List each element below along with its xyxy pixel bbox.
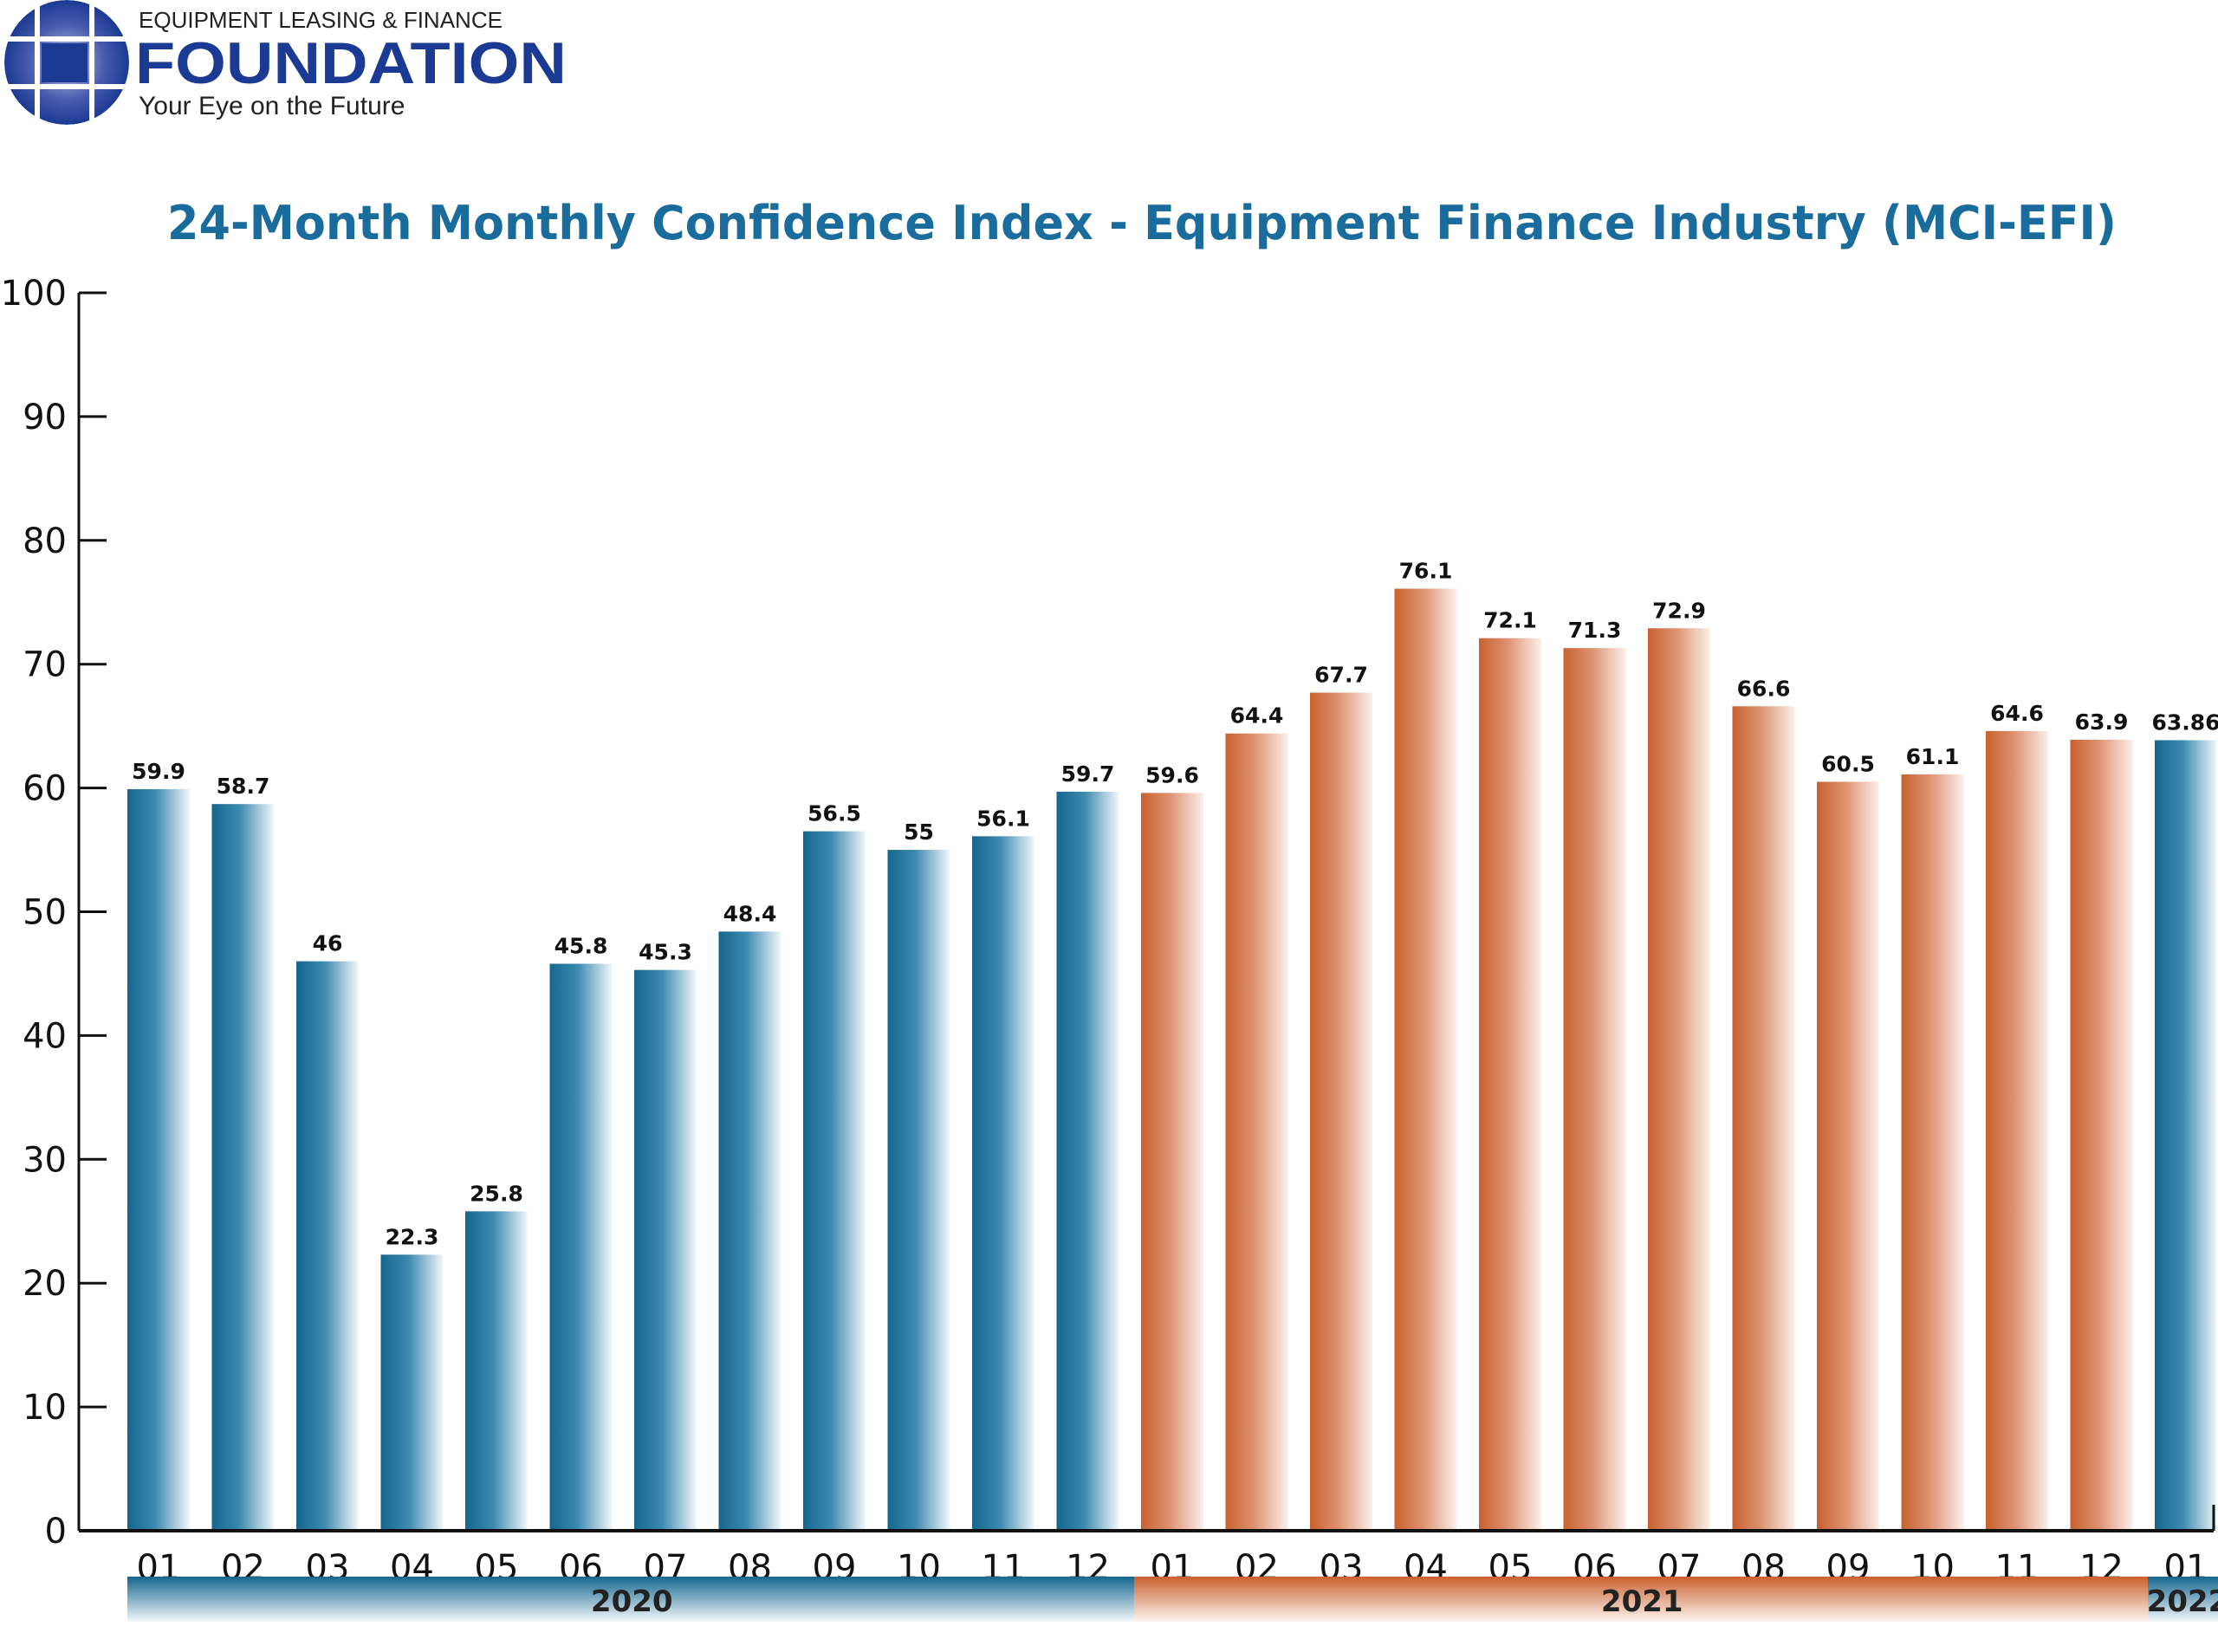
data-label: 67.7 bbox=[1314, 663, 1368, 688]
data-label: 55 bbox=[904, 820, 934, 845]
bar bbox=[1817, 781, 1879, 1531]
bar bbox=[1901, 774, 1964, 1531]
bar bbox=[1394, 588, 1457, 1531]
y-tick-label: 30 bbox=[23, 1140, 67, 1180]
bar bbox=[718, 931, 781, 1531]
bar bbox=[549, 963, 613, 1531]
data-label: 45.3 bbox=[639, 940, 692, 965]
bar bbox=[1056, 791, 1119, 1531]
data-label: 64.6 bbox=[1990, 701, 2044, 726]
y-tick-label: 60 bbox=[23, 769, 67, 809]
bar bbox=[296, 961, 359, 1531]
data-label: 56.1 bbox=[976, 806, 1030, 831]
year-label: 2021 bbox=[1601, 1584, 1683, 1619]
data-label: 64.4 bbox=[1230, 703, 1284, 729]
bar bbox=[1479, 638, 1541, 1532]
bar bbox=[803, 831, 866, 1531]
year-band bbox=[127, 1577, 1137, 1622]
data-label: 72.9 bbox=[1652, 598, 1706, 623]
logo-globe-icon bbox=[4, 0, 129, 125]
y-tick-label: 100 bbox=[1, 274, 67, 314]
year-band bbox=[2148, 1577, 2218, 1622]
data-label: 60.5 bbox=[1821, 751, 1875, 776]
year-label: 2020 bbox=[591, 1584, 673, 1619]
bar bbox=[887, 850, 950, 1531]
bar bbox=[2155, 740, 2217, 1531]
foundation-logo: EQUIPMENT LEASING & FINANCE FOUNDATION Y… bbox=[4, 0, 567, 125]
logo-line2: FOUNDATION bbox=[135, 30, 567, 96]
y-tick-label: 80 bbox=[23, 522, 67, 561]
data-label: 72.1 bbox=[1483, 608, 1537, 633]
bar bbox=[1310, 692, 1372, 1531]
bar bbox=[127, 789, 190, 1531]
year-label: 2022 bbox=[2147, 1584, 2218, 1619]
data-label: 25.8 bbox=[470, 1181, 523, 1206]
y-tick-label: 50 bbox=[23, 893, 67, 933]
data-label: 76.1 bbox=[1399, 559, 1453, 584]
bar bbox=[972, 836, 1034, 1531]
y-axis: 0 10 20 30 40 50 60 70 80 90 100 bbox=[1, 274, 107, 1552]
y-tick-label: 40 bbox=[23, 1016, 67, 1056]
bar bbox=[380, 1254, 444, 1531]
data-label: 61.1 bbox=[1906, 744, 1960, 769]
y-tick-label: 10 bbox=[23, 1388, 67, 1428]
data-label: 56.5 bbox=[807, 801, 861, 826]
data-label: 58.7 bbox=[217, 774, 270, 799]
bar bbox=[1141, 793, 1203, 1531]
bar bbox=[465, 1211, 528, 1531]
bar bbox=[1648, 628, 1710, 1531]
data-label: 46 bbox=[313, 931, 343, 956]
bar bbox=[634, 969, 697, 1531]
bar bbox=[1986, 730, 2048, 1531]
bar bbox=[1563, 648, 1626, 1531]
data-label: 63.86 bbox=[2151, 709, 2218, 735]
logo-tagline: Your Eye on the Future bbox=[139, 92, 405, 120]
data-label: 59.9 bbox=[132, 759, 185, 784]
data-label: 66.6 bbox=[1737, 676, 1791, 701]
data-label: 48.4 bbox=[723, 901, 777, 926]
data-label: 59.6 bbox=[1145, 762, 1199, 787]
year-bands: 2020 2021 2022 bbox=[127, 1577, 2218, 1622]
y-tick-label: 0 bbox=[45, 1512, 67, 1552]
logo-line1: EQUIPMENT LEASING & FINANCE bbox=[139, 7, 503, 33]
y-tick-label: 70 bbox=[23, 645, 67, 685]
data-label: 63.9 bbox=[2075, 709, 2129, 735]
data-label: 22.3 bbox=[386, 1224, 439, 1249]
data-label: 71.3 bbox=[1568, 618, 1622, 643]
data-label: 45.8 bbox=[554, 934, 608, 959]
y-tick-label: 90 bbox=[23, 398, 67, 437]
bars: 59.9 58.7 46 22.3 25.8 45.8 45.3 48.4 56.5 55 56.1… bbox=[127, 559, 2218, 1532]
y-tick-label: 20 bbox=[23, 1264, 67, 1304]
bar bbox=[1732, 706, 1795, 1531]
bar bbox=[2070, 739, 2133, 1531]
chart-title: 24-Month Monthly Confidence Index - Equi… bbox=[167, 196, 2117, 250]
bar bbox=[211, 804, 275, 1531]
bar bbox=[1225, 733, 1288, 1531]
data-label: 59.7 bbox=[1061, 761, 1115, 787]
year-band bbox=[1134, 1577, 2150, 1622]
